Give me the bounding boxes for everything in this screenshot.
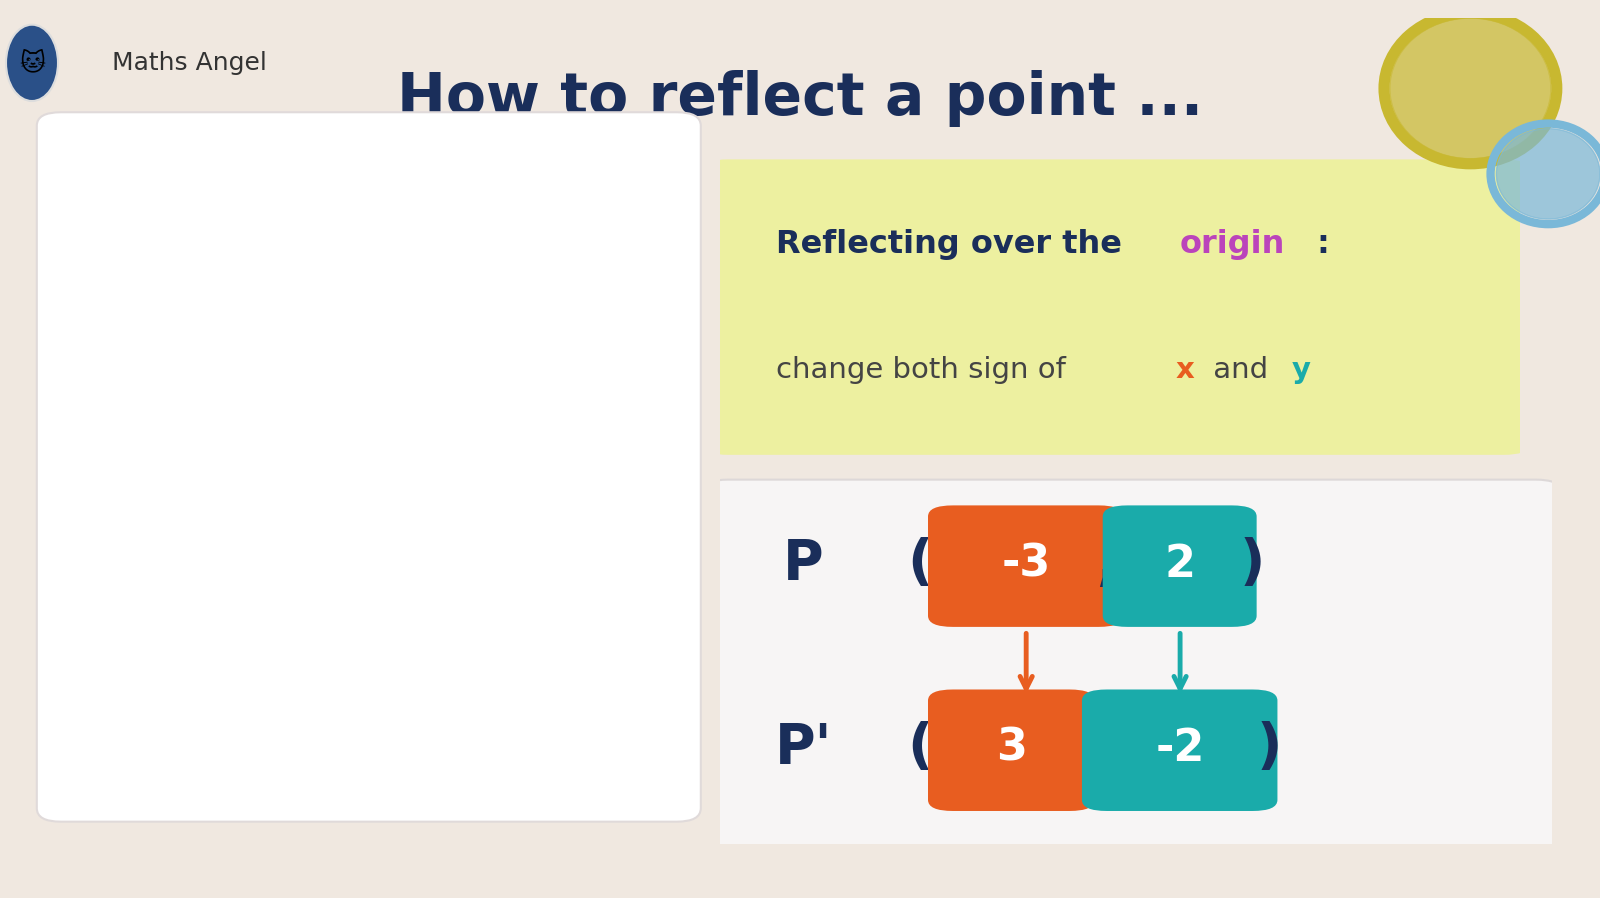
Text: 3: 3 [342, 242, 357, 263]
Text: 2: 2 [512, 489, 525, 510]
Text: y: y [1293, 356, 1310, 384]
FancyBboxPatch shape [928, 690, 1094, 811]
Text: y: y [382, 199, 402, 228]
FancyBboxPatch shape [334, 584, 418, 638]
Text: 3: 3 [995, 726, 1027, 770]
Ellipse shape [6, 25, 58, 101]
FancyBboxPatch shape [339, 296, 413, 351]
Text: (: ( [907, 721, 933, 775]
Text: How to reflect a point ...: How to reflect a point ... [397, 70, 1203, 128]
Text: ,: , [1096, 537, 1117, 591]
Text: x: x [1176, 356, 1195, 384]
Text: -2: -2 [222, 489, 243, 510]
Text: ): ) [1256, 721, 1282, 775]
FancyBboxPatch shape [554, 446, 627, 508]
Text: -2: -2 [362, 596, 390, 622]
Text: and: and [1205, 356, 1277, 384]
Text: P: P [782, 537, 824, 591]
Text: x: x [622, 431, 643, 460]
Text: 1: 1 [440, 489, 454, 510]
FancyBboxPatch shape [1102, 506, 1256, 627]
FancyBboxPatch shape [704, 480, 1560, 848]
Text: Reflecting over the: Reflecting over the [776, 229, 1133, 260]
FancyBboxPatch shape [1082, 690, 1277, 811]
Text: 3: 3 [581, 464, 600, 490]
Text: (: ( [907, 537, 933, 591]
Text: 🐱: 🐱 [19, 51, 45, 75]
Text: 0: 0 [387, 433, 408, 462]
Text: ,: , [1080, 721, 1101, 775]
Text: -3: -3 [336, 671, 357, 691]
Text: P': P' [774, 721, 832, 775]
FancyBboxPatch shape [115, 446, 210, 508]
Text: -1: -1 [294, 489, 315, 510]
Text: -3: -3 [147, 464, 176, 490]
FancyBboxPatch shape [928, 506, 1123, 627]
Circle shape [1390, 18, 1550, 159]
Text: :: : [1315, 229, 1330, 260]
Text: 2: 2 [366, 312, 386, 338]
Text: -2: -2 [1155, 726, 1205, 770]
Text: origin: origin [1181, 229, 1285, 260]
Text: 2: 2 [1165, 542, 1195, 585]
Text: Maths Angel: Maths Angel [112, 51, 267, 75]
Text: 1: 1 [342, 385, 357, 406]
Text: ): ) [1240, 537, 1266, 591]
Circle shape [1496, 128, 1600, 219]
Text: change both sign of: change both sign of [776, 356, 1075, 384]
Text: -1: -1 [336, 528, 357, 549]
FancyBboxPatch shape [704, 160, 1528, 455]
Text: -3: -3 [1002, 542, 1051, 585]
